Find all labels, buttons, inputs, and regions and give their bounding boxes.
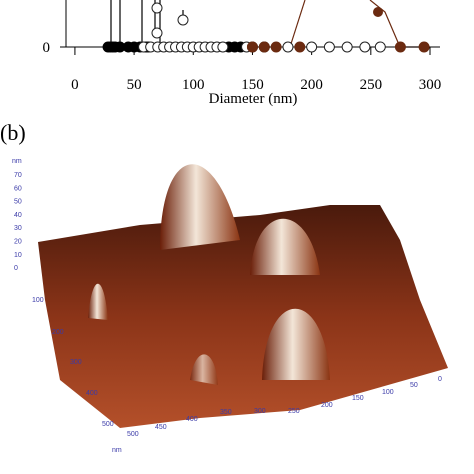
x-tick-label: 100 [182, 77, 205, 93]
afm-x-label: 300 [254, 408, 266, 415]
afm-surface [38, 164, 448, 428]
afm-x-label: 400 [186, 416, 198, 423]
marker [294, 41, 306, 53]
afm-z-label: 30 [14, 225, 22, 232]
afm-x-label: 250 [288, 408, 300, 415]
afm-x-label: 350 [220, 409, 232, 416]
afm-x-label: 500 [127, 431, 139, 438]
afm-z-label: 70 [14, 172, 22, 179]
marker [217, 41, 229, 53]
afm-z-label: 0 [14, 265, 18, 272]
marker [306, 41, 318, 53]
afm-y-label: 400 [86, 390, 98, 397]
x-tick-label: 250 [360, 77, 383, 93]
marker [373, 7, 383, 17]
afm-y-label: 300 [70, 359, 82, 366]
marker [151, 2, 163, 14]
marker [341, 41, 353, 53]
marker [258, 41, 270, 53]
y-tick-label: 0 [43, 40, 51, 56]
x-tick-label: 50 [127, 77, 142, 93]
afm-y-label: 500 [102, 421, 114, 428]
marker [246, 41, 258, 53]
marker [374, 41, 386, 53]
afm-z-label: 40 [14, 212, 22, 219]
marker [282, 41, 294, 53]
x-tick-label: 200 [300, 77, 323, 93]
afm-x-label: 450 [155, 424, 167, 431]
afm-unit: nm [12, 158, 22, 165]
marker [177, 14, 189, 26]
afm-z-label: 10 [14, 252, 22, 259]
marker [359, 41, 371, 53]
x-tick-label: 0 [71, 77, 79, 93]
afm-z-label: 60 [14, 185, 22, 192]
marker [151, 27, 163, 39]
afm-unit: nm [112, 447, 122, 454]
afm-x-label: 200 [321, 402, 333, 409]
afm-y-label: 200 [52, 329, 64, 336]
afm-x-label: 0 [438, 376, 442, 383]
x-tick-label: 150 [241, 77, 264, 93]
afm-x-label: 100 [382, 389, 394, 396]
marker [418, 41, 430, 53]
afm-z-label: 20 [14, 239, 22, 246]
x-tick-label: 300 [419, 77, 442, 93]
afm-x-label: 50 [410, 382, 418, 389]
marker [323, 41, 335, 53]
marker [270, 41, 282, 53]
marker [394, 41, 406, 53]
x-axis-label: Diameter (nm) [209, 91, 298, 107]
panel-label: (b) [0, 120, 26, 145]
afm-z-label: 50 [14, 199, 22, 206]
afm-y-label: 100 [32, 297, 44, 304]
afm-x-label: 150 [352, 395, 364, 402]
